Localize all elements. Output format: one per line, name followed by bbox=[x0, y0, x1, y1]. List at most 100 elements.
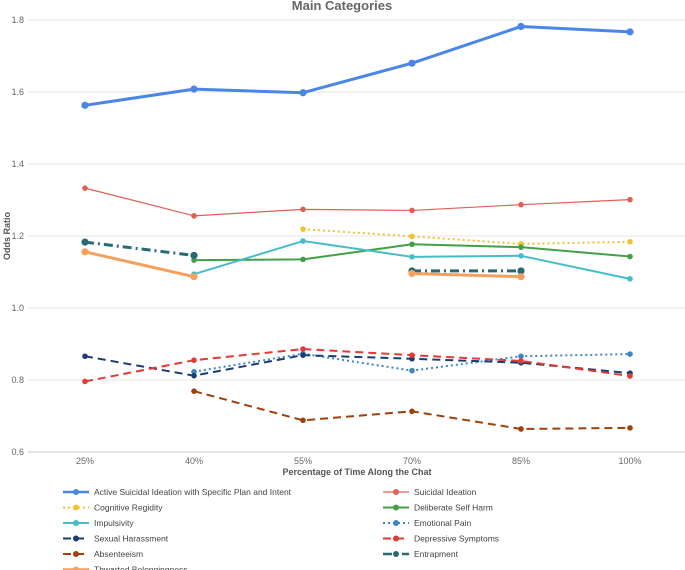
y-tick-label: 1.6 bbox=[11, 87, 24, 97]
data-point bbox=[409, 254, 415, 260]
series-line bbox=[84, 187, 631, 217]
legend-label: Emotional Pain bbox=[414, 518, 471, 528]
series-cognitive-regidity bbox=[300, 226, 633, 247]
data-point bbox=[191, 213, 197, 219]
y-tick-label: 0.6 bbox=[11, 447, 24, 457]
data-point bbox=[300, 206, 306, 213]
data-point bbox=[82, 353, 88, 360]
legend-marker bbox=[393, 504, 399, 511]
data-point bbox=[409, 233, 415, 240]
series-deliberate-self-harm bbox=[191, 241, 633, 263]
data-point bbox=[300, 256, 306, 263]
gridlines bbox=[28, 19, 685, 453]
data-point bbox=[300, 417, 306, 424]
x-tick-label: 100% bbox=[618, 456, 641, 466]
series-absenteeism bbox=[191, 388, 633, 432]
data-point bbox=[409, 352, 415, 358]
legend-marker bbox=[393, 520, 399, 526]
data-point bbox=[408, 269, 416, 278]
data-point bbox=[518, 358, 524, 364]
legend-marker bbox=[73, 520, 79, 526]
data-point bbox=[518, 253, 524, 259]
series-lines bbox=[81, 22, 634, 432]
series-line bbox=[302, 228, 631, 245]
data-point bbox=[627, 238, 633, 245]
y-tick-label: 1.2 bbox=[11, 231, 24, 241]
series-active-suicidal-ideation-with-specific-plan-and-intent bbox=[81, 22, 634, 109]
data-point bbox=[518, 353, 524, 360]
legend-marker bbox=[73, 551, 79, 557]
data-point bbox=[300, 352, 306, 358]
x-tick-label: 25% bbox=[76, 456, 94, 466]
legend-marker bbox=[73, 504, 79, 511]
legend-marker bbox=[393, 535, 399, 542]
series-line bbox=[84, 348, 631, 383]
data-point bbox=[300, 226, 306, 232]
data-point bbox=[300, 346, 306, 352]
data-point bbox=[627, 196, 633, 203]
legend-item: Suicidal Ideation bbox=[383, 487, 477, 497]
y-tick-labels: 0.6 0.8 1.0 1.2 1.4 1.6 1.8 bbox=[11, 15, 24, 457]
data-point bbox=[191, 368, 197, 375]
data-point bbox=[190, 273, 198, 281]
legend-item: Sexual Harassment bbox=[63, 534, 169, 544]
legend-marker bbox=[73, 535, 79, 542]
data-point bbox=[82, 185, 88, 191]
series-thwarted-belongingness bbox=[81, 248, 525, 281]
data-point bbox=[81, 101, 89, 109]
data-point bbox=[627, 351, 633, 357]
legend-label: Suicidal Ideation bbox=[414, 487, 477, 497]
data-point bbox=[627, 253, 633, 260]
data-point bbox=[627, 373, 633, 379]
legend-item: Depressive Symptoms bbox=[383, 534, 499, 544]
data-point bbox=[517, 267, 525, 275]
x-tick-label: 55% bbox=[294, 456, 312, 466]
data-point bbox=[409, 241, 415, 248]
data-point bbox=[82, 378, 88, 385]
series-line bbox=[411, 271, 522, 279]
data-point bbox=[191, 372, 197, 379]
data-point bbox=[626, 28, 634, 36]
y-axis-title: Odds Ratio bbox=[2, 212, 12, 261]
data-point bbox=[627, 276, 633, 282]
legend-label: Cognitive Regidity bbox=[94, 503, 163, 513]
y-tick-label: 0.8 bbox=[11, 375, 24, 385]
legend-marker bbox=[73, 566, 79, 570]
legend-marker bbox=[73, 489, 79, 495]
data-point bbox=[191, 357, 197, 364]
data-point bbox=[518, 244, 524, 250]
legend-item: Impulsivity bbox=[63, 518, 134, 528]
legend-item: Cognitive Regidity bbox=[63, 503, 163, 513]
legend-marker bbox=[393, 489, 399, 495]
series-line bbox=[84, 250, 195, 279]
data-point bbox=[409, 207, 415, 214]
x-tick-label: 85% bbox=[512, 456, 530, 466]
legend-item: Emotional Pain bbox=[383, 518, 471, 528]
series-line bbox=[84, 240, 195, 257]
data-point bbox=[518, 426, 524, 432]
x-tick-label: 70% bbox=[403, 456, 421, 466]
data-point bbox=[190, 251, 198, 260]
legend-label: Deliberate Self Harm bbox=[414, 503, 493, 513]
data-point bbox=[409, 367, 415, 374]
legend-item: Active Suicidal Ideation with Specific P… bbox=[63, 487, 292, 497]
legend-label: Depressive Symptoms bbox=[414, 534, 499, 544]
series-suicidal-ideation bbox=[82, 185, 633, 219]
data-point bbox=[627, 425, 633, 431]
legend-item: Entrapment bbox=[383, 549, 459, 559]
data-point bbox=[81, 238, 89, 246]
legend-label: Sexual Harassment bbox=[94, 534, 169, 544]
legend-item: Absenteeism bbox=[63, 549, 143, 559]
y-tick-label: 1.8 bbox=[11, 15, 24, 25]
legend-marker bbox=[393, 551, 399, 557]
x-tick-label: 40% bbox=[185, 456, 203, 466]
legend-label: Absenteeism bbox=[94, 549, 143, 559]
series-line bbox=[84, 24, 631, 107]
series-depressive-symptoms bbox=[82, 346, 633, 385]
legend-item: Thwarted Belongingness bbox=[63, 565, 188, 570]
x-tick-labels: 25% 40% 55% 70% 85% 100% bbox=[76, 456, 642, 466]
data-point bbox=[190, 85, 198, 93]
series-line bbox=[84, 354, 631, 377]
data-point bbox=[517, 22, 525, 31]
